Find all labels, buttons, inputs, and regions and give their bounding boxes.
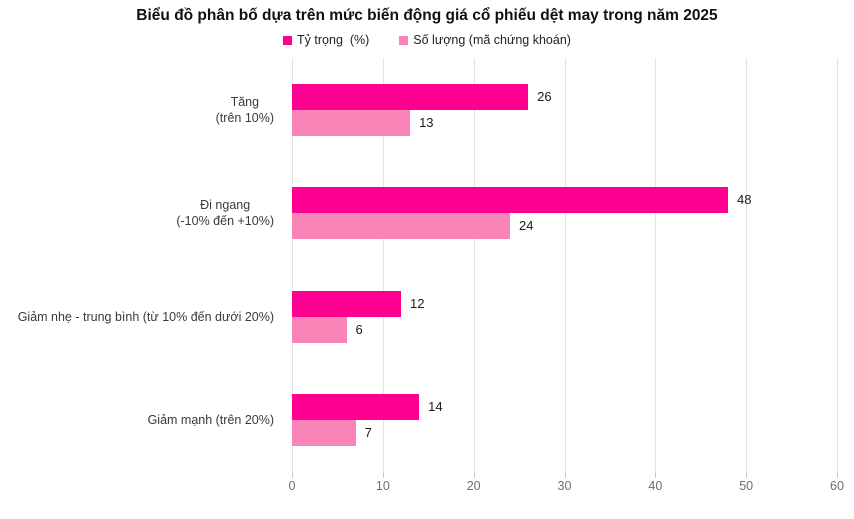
bar-value-label: 13 [419, 114, 434, 130]
gridline [292, 58, 293, 472]
legend-swatch-icon [283, 35, 293, 45]
axis-tick [655, 472, 657, 478]
category-label-text: Giảm nhẹ - trung bình (từ 10% đến dưới 2… [17, 309, 274, 324]
bar-value-label: 24 [519, 218, 534, 234]
x-axis-labels: 0 10 20 30 40 50 60 [288, 479, 844, 495]
bar-value-label: 7 [364, 425, 372, 441]
x-tick-label: 50 [739, 479, 754, 493]
gridline [564, 58, 566, 472]
legend-label: Số lượng (mã chứng khoán) [413, 33, 571, 47]
bar-value-label: 12 [410, 295, 425, 311]
gridline [837, 58, 838, 472]
bar-so-luong [292, 316, 347, 343]
axis-tick [382, 472, 384, 478]
legend-item: Số lượng (mã chứng khoán) [399, 33, 571, 47]
legend-label: Tỷ trọng (%) [297, 33, 370, 47]
axis-tick [837, 472, 838, 478]
plot-area: 26 13 48 24 12 6 14 7 [292, 58, 838, 478]
legend: Tỷ trọng (%) Số lượng (mã chứng khoán) [0, 33, 854, 47]
bar-value-label: 26 [537, 88, 552, 104]
bar-ty-trong [292, 187, 728, 214]
axis-tick [292, 472, 293, 478]
legend-item: Tỷ trọng (%) [283, 33, 369, 47]
x-tick-label: 60 [830, 479, 844, 493]
x-tick-label: 30 [557, 479, 572, 493]
x-tick-label: 20 [466, 479, 481, 493]
gridline [746, 58, 748, 472]
chart-title: Biểu đồ phân bố dựa trên mức biến động g… [136, 7, 718, 24]
bar-ty-trong [292, 290, 401, 317]
category-labels: Tăng (trên 10%) Đi ngang (-10% đến +10%) G… [0, 58, 282, 472]
bar-ty-trong [292, 83, 529, 110]
category-label: Giảm mạnh (trên 20%) [0, 369, 274, 473]
category-label-text: Đi ngang (-10% đến +10%) [176, 198, 274, 229]
gridline [382, 58, 384, 472]
x-tick-label: 40 [648, 479, 663, 493]
category-label: Tăng (trên 10%) [0, 58, 274, 162]
category-label-text: Giảm mạnh (trên 20%) [147, 413, 274, 428]
bar-so-luong [292, 109, 411, 136]
category-label-text: Tăng (trên 10%) [215, 94, 274, 125]
bar-ty-trong [292, 394, 420, 421]
axis-tick [473, 472, 475, 478]
bar-value-label: 14 [428, 399, 443, 415]
bar-value-label: 48 [737, 192, 752, 208]
axis-tick [746, 472, 748, 478]
axis-tick [564, 472, 566, 478]
bar-value-label: 6 [355, 321, 363, 337]
x-tick-label: 10 [375, 479, 390, 493]
bar-so-luong [292, 420, 356, 447]
bar-so-luong [292, 213, 510, 240]
gridline [655, 58, 657, 472]
legend-swatch-icon [399, 35, 409, 45]
gridline [473, 58, 475, 472]
x-tick-label: 0 [288, 479, 296, 493]
category-label: Giảm nhẹ - trung bình (từ 10% đến dưới 2… [0, 265, 274, 369]
category-label: Đi ngang (-10% đến +10%) [0, 162, 274, 266]
